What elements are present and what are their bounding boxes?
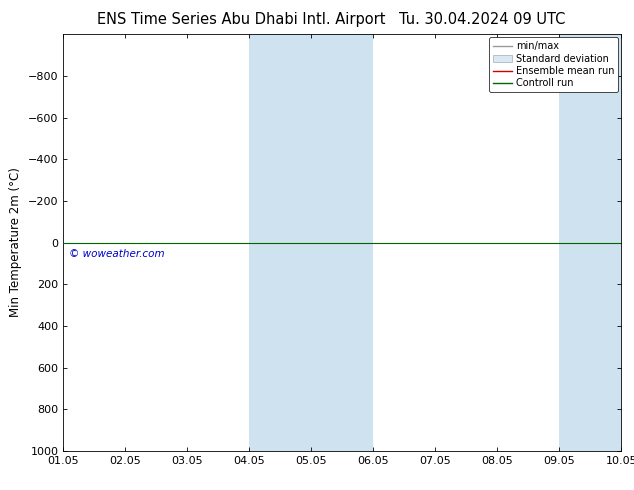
Bar [559,34,621,451]
Y-axis label: Min Temperature 2m (°C): Min Temperature 2m (°C) [10,168,22,318]
Text: Tu. 30.04.2024 09 UTC: Tu. 30.04.2024 09 UTC [399,12,565,27]
Text: © woweather.com: © woweather.com [69,249,165,259]
Bar [249,34,373,451]
Legend: min/max, Standard deviation, Ensemble mean run, Controll run: min/max, Standard deviation, Ensemble me… [489,37,618,92]
Text: ENS Time Series Abu Dhabi Intl. Airport: ENS Time Series Abu Dhabi Intl. Airport [96,12,385,27]
